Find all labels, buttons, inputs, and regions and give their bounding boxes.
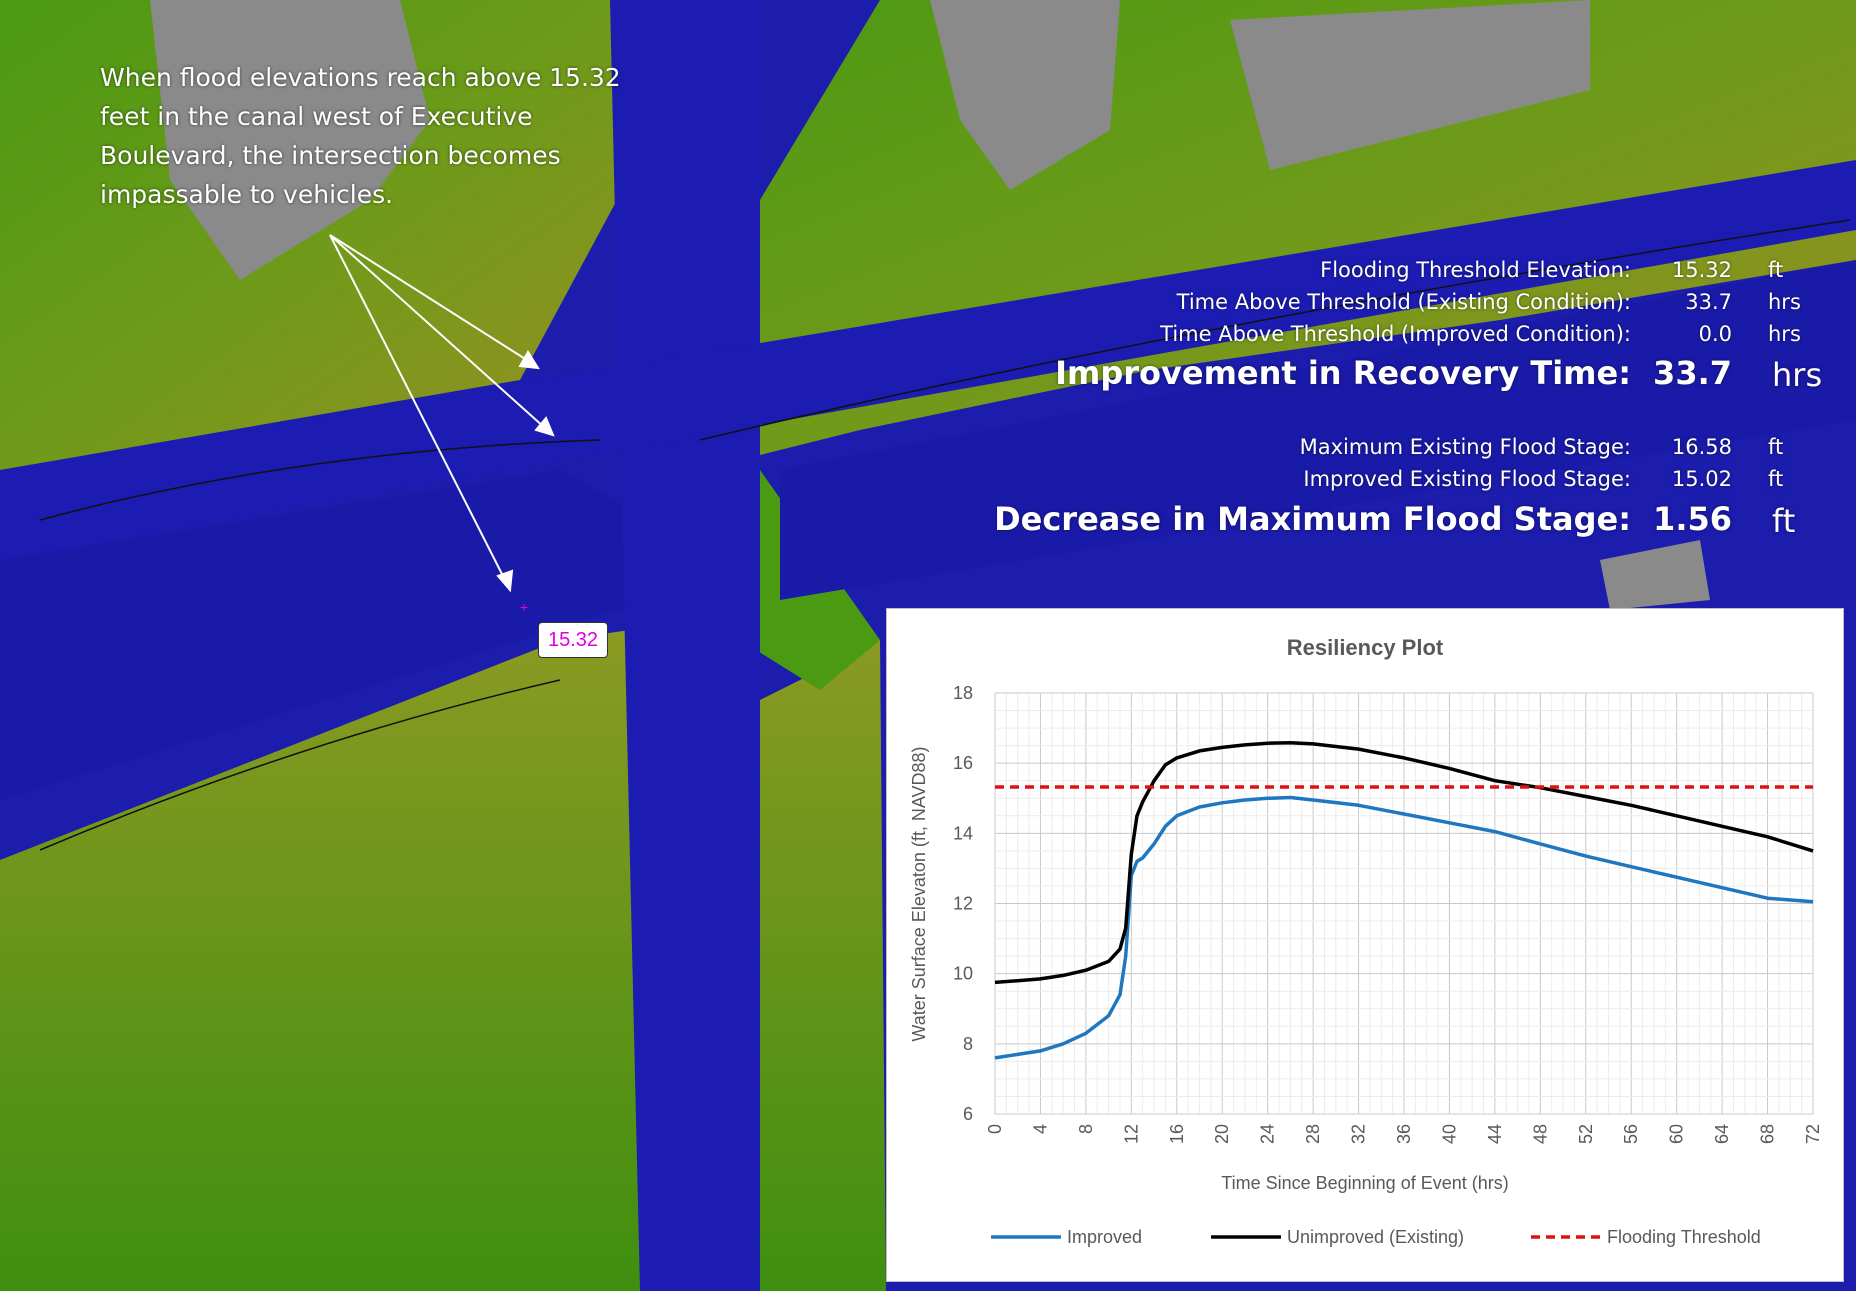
legend-label: Unimproved (Existing) xyxy=(1287,1227,1464,1247)
y-tick-label: 8 xyxy=(963,1034,973,1054)
existing-time-value: 33.7 xyxy=(1685,290,1732,314)
series-line-improved xyxy=(994,795,1814,1060)
improved-stage-unit: ft xyxy=(1768,467,1784,491)
x-ticks: 0 4 8 12 16 20 24 28 32 36 40 44 48 52 56 60 64 68 72 xyxy=(985,1124,1823,1144)
threshold-unit: ft xyxy=(1768,258,1784,282)
x-tick-label: 48 xyxy=(1530,1124,1550,1144)
series-line-unimproved-existing xyxy=(994,741,1814,985)
y-tick-label: 16 xyxy=(953,753,973,773)
building-2 xyxy=(930,0,1120,190)
y-tick-label: 10 xyxy=(953,964,973,984)
x-tick-label: 44 xyxy=(1485,1124,1505,1144)
existing-time-unit: hrs xyxy=(1768,290,1801,314)
legend-label: Flooding Threshold xyxy=(1607,1227,1761,1247)
x-tick-label: 36 xyxy=(1394,1124,1414,1144)
improved-time-value: 0.0 xyxy=(1698,322,1732,346)
road-vertical xyxy=(610,0,760,1291)
annotation-arrows xyxy=(329,234,555,593)
chart-grid xyxy=(994,692,1814,1115)
building-3 xyxy=(1230,0,1590,170)
x-tick-label: 68 xyxy=(1758,1124,1778,1144)
stats-panel: Flooding Threshold Elevation: 15.32 ft T… xyxy=(0,0,1856,560)
improved-time-unit: hrs xyxy=(1768,322,1801,346)
y-tick-label: 18 xyxy=(953,683,973,703)
x-tick-label: 12 xyxy=(1121,1124,1141,1144)
annotation-text: When flood elevations reach above 15.32 … xyxy=(100,63,621,209)
max-existing-value: 16.58 xyxy=(1671,435,1732,459)
x-tick-label: 20 xyxy=(1212,1124,1232,1144)
crosshair-marker: + xyxy=(520,599,528,615)
contour-line xyxy=(39,679,561,851)
existing-time-label: Time Above Threshold (Existing Condition… xyxy=(1176,290,1631,314)
x-tick-label: 56 xyxy=(1621,1124,1641,1144)
threshold-label: Flooding Threshold Elevation: xyxy=(1320,258,1631,282)
x-tick-label: 24 xyxy=(1258,1124,1278,1144)
x-tick-label: 0 xyxy=(985,1124,1005,1134)
chart-legend: Improved Unimproved (Existing) Flooding Th… xyxy=(991,1227,1761,1247)
threshold-value: 15.32 xyxy=(1671,258,1732,282)
x-tick-label: 28 xyxy=(1303,1124,1323,1144)
canal-west xyxy=(0,470,650,800)
decrease-unit: ft xyxy=(1772,502,1796,540)
chart-series xyxy=(994,741,1814,1060)
recovery-unit: hrs xyxy=(1772,356,1823,394)
x-tick-label: 52 xyxy=(1576,1124,1596,1144)
improved-stage-value: 15.02 xyxy=(1671,467,1732,491)
x-tick-label: 72 xyxy=(1803,1124,1823,1144)
building-1 xyxy=(150,0,430,280)
y-tick-label: 14 xyxy=(953,823,973,843)
recovery-label: Improvement in Recovery Time: xyxy=(1055,354,1631,392)
improved-stage-label: Improved Existing Flood Stage: xyxy=(1303,467,1631,491)
elevation-label: 15.32 xyxy=(538,622,608,658)
max-existing-unit: ft xyxy=(1768,435,1784,459)
canal-east xyxy=(780,260,1856,600)
x-tick-label: 4 xyxy=(1030,1124,1050,1134)
x-tick-label: 8 xyxy=(1076,1124,1096,1134)
y-tick-label: 6 xyxy=(963,1104,973,1124)
resiliency-chart: Resiliency Plot 6 8 10 12 14 16 18 0 4 8 12 16 20 24… xyxy=(886,608,1844,1282)
recovery-value: 33.7 xyxy=(1653,354,1732,392)
road-horizontal xyxy=(0,160,1856,560)
contour-line xyxy=(699,219,1851,441)
y-axis-label: Water Surface Elevaton (ft, NAVD88) xyxy=(909,746,929,1041)
contour-line xyxy=(39,439,601,521)
decrease-value: 1.56 xyxy=(1653,500,1732,538)
x-axis-label: Time Since Beginning of Event (hrs) xyxy=(1221,1173,1508,1193)
x-tick-label: 32 xyxy=(1349,1124,1369,1144)
x-tick-label: 64 xyxy=(1712,1124,1732,1144)
legend-label: Improved xyxy=(1067,1227,1142,1247)
y-tick-label: 12 xyxy=(953,894,973,914)
x-tick-label: 16 xyxy=(1167,1124,1187,1144)
y-ticks: 6 8 10 12 14 16 18 xyxy=(953,683,973,1124)
max-existing-label: Maximum Existing Flood Stage: xyxy=(1299,435,1631,459)
building-4 xyxy=(1600,540,1710,610)
x-tick-label: 60 xyxy=(1667,1124,1687,1144)
chart-title: Resiliency Plot xyxy=(1287,635,1444,660)
x-tick-label: 40 xyxy=(1439,1124,1459,1144)
decrease-label: Decrease in Maximum Flood Stage: xyxy=(994,500,1631,538)
improved-time-label: Time Above Threshold (Improved Condition… xyxy=(1160,322,1631,346)
